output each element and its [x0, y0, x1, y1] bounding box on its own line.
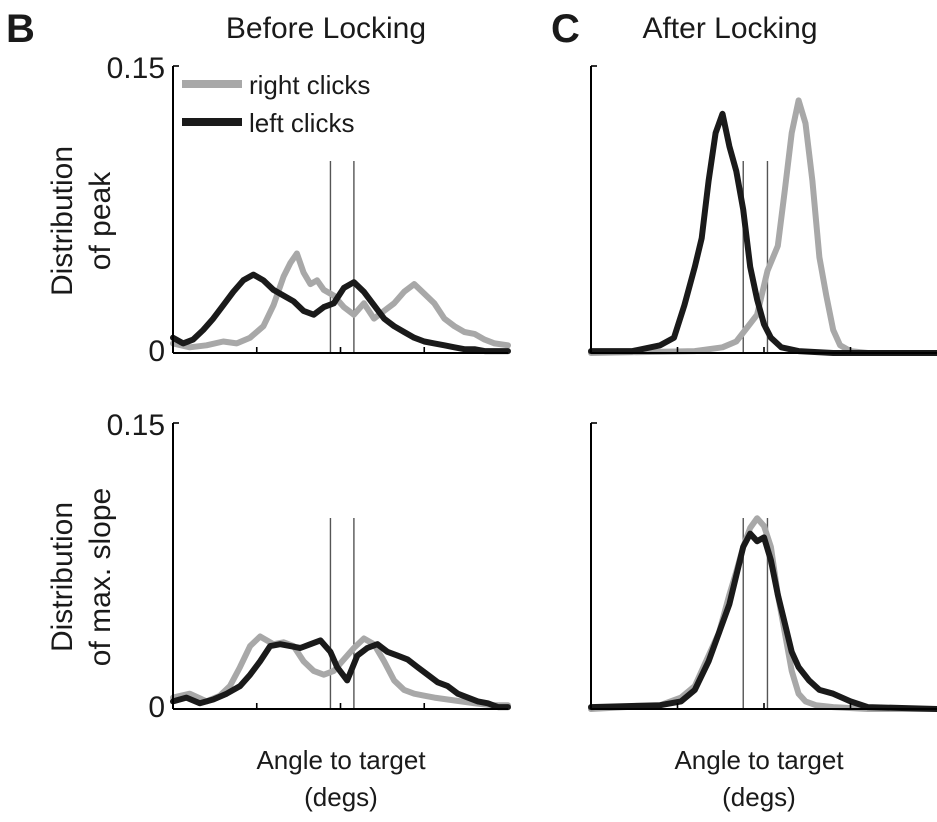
xlabel-right-line2: (degs): [722, 782, 796, 812]
legend: right clicks left clicks: [182, 70, 370, 138]
series-line-left-clicks: [588, 530, 937, 712]
y-tick-label: 0.15: [107, 409, 165, 442]
panel-letter-c: C: [551, 7, 580, 51]
legend-label-right-clicks: right clicks: [249, 70, 370, 100]
series-line-left-clicks: [170, 637, 511, 711]
xlabel-right-line1: Angle to target: [674, 745, 844, 775]
ylabel-bottom-line1: Distribution: [46, 502, 79, 652]
series-line-left-clicks: [588, 110, 937, 356]
ylabel-top-line2: of peak: [84, 171, 117, 270]
xlabel-left-line2: (degs): [304, 782, 378, 812]
y-tick-label: 0: [148, 335, 165, 368]
xlabel-left-line1: Angle to target: [256, 745, 426, 775]
series-line-right-clicks: [588, 97, 937, 356]
panel-letter-b: B: [6, 7, 35, 51]
panel-after-peak: [588, 65, 937, 356]
panel-before-peak: 0.15 0: [107, 52, 511, 368]
legend-label-left-clicks: left clicks: [249, 108, 354, 138]
series-line-left-clicks: [170, 271, 511, 355]
series-line-right-clicks: [170, 250, 511, 351]
series-line-right-clicks: [170, 633, 511, 709]
ylabel-top-line1: Distribution: [46, 146, 79, 296]
y-tick-label: 0.15: [107, 52, 165, 85]
y-tick-label: 0: [148, 691, 165, 724]
ylabel-bottom-line2: of max. slope: [84, 488, 117, 666]
column-title-after: After Locking: [642, 12, 817, 45]
panel-after-slope: [588, 422, 937, 712]
column-title-before: Before Locking: [226, 12, 426, 45]
panel-before-slope: 0.15 0: [107, 409, 511, 724]
